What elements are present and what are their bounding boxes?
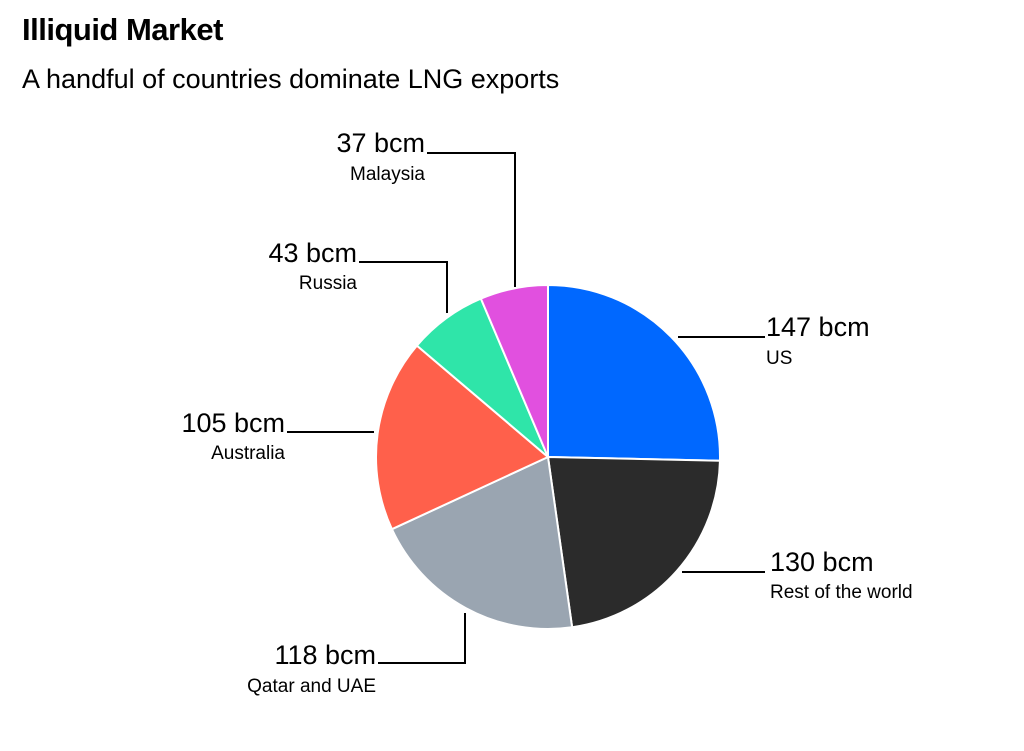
pie-slices: [375, 284, 721, 630]
chart-subtitle: A handful of countries dominate LNG expo…: [22, 64, 560, 94]
chart-title: Illiquid Market: [22, 12, 223, 47]
pie-slice-qatar-and-uae: [390, 456, 574, 630]
category-label-qatar-uae: Qatar and UAE: [247, 676, 376, 697]
leader-line-malaysia: [427, 152, 516, 287]
value-label-malaysia: 37 bcm: [336, 128, 425, 158]
pie-slice-rest-of-the-world: [547, 456, 721, 629]
leader-line-russia: [359, 261, 448, 313]
pie-slice-malaysia: [479, 284, 549, 458]
value-label-russia: 43 bcm: [268, 238, 357, 268]
category-label-us: US: [766, 348, 792, 369]
category-label-russia: Russia: [299, 273, 358, 294]
value-label-rest-of-world: 130 bcm: [770, 547, 874, 577]
leader-line-qatar-uae: [378, 613, 466, 664]
value-label-us: 147 bcm: [766, 312, 870, 342]
pie-slice-us: [547, 284, 721, 462]
value-label-australia: 105 bcm: [181, 408, 285, 438]
pie-slice-australia: [375, 344, 549, 531]
category-label-rest-of-world: Rest of the world: [770, 582, 913, 603]
value-label-qatar-uae: 118 bcm: [274, 640, 376, 670]
category-label-malaysia: Malaysia: [350, 164, 425, 185]
category-label-australia: Australia: [211, 443, 285, 464]
